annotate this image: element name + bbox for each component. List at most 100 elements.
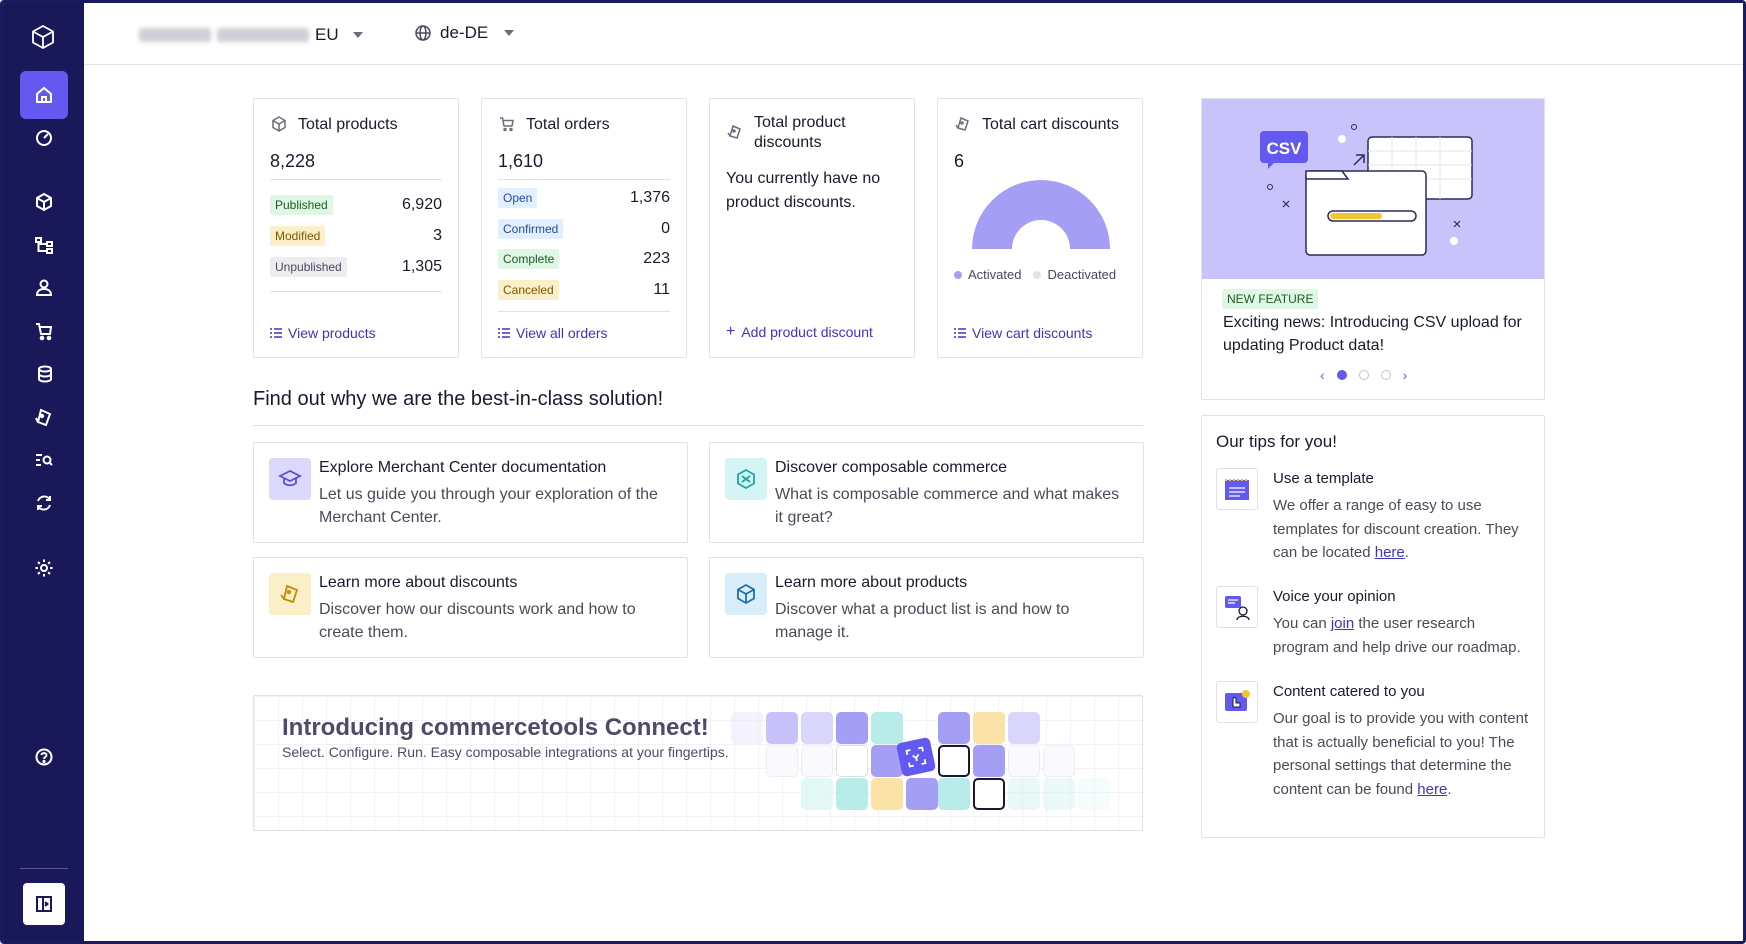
nav-products[interactable]: [20, 178, 68, 226]
gauge-legend: Activated Deactivated: [954, 267, 1116, 282]
personalized-content-icon: [1216, 681, 1258, 723]
carousel-dot-2[interactable]: [1358, 370, 1369, 380]
discount-tag-icon: [269, 573, 311, 615]
project-region: EU: [315, 25, 339, 44]
nav-help[interactable]: [20, 733, 68, 781]
join-research-link[interactable]: join: [1330, 615, 1355, 632]
info-card-discounts[interactable]: Learn more about discounts Discover how …: [253, 557, 688, 658]
view-orders-link[interactable]: View all orders: [498, 325, 608, 341]
activation-gauge: [972, 180, 1110, 249]
stat-row: Open 1,376: [498, 188, 670, 208]
sync-icon: [37, 495, 51, 511]
globe-icon: [415, 25, 431, 41]
nav-categories[interactable]: [20, 221, 68, 269]
info-card-title: Learn more about discounts: [319, 574, 518, 591]
hierarchy-icon: [35, 237, 53, 254]
info-card-products[interactable]: Learn more about products Discover what …: [709, 557, 1144, 658]
composable-logo-icon: [725, 458, 767, 500]
template-here-link[interactable]: here: [1374, 544, 1405, 561]
nav-dashboard[interactable]: [20, 113, 68, 161]
top-bar: EU de-DE: [84, 3, 1743, 65]
info-card-composable[interactable]: Discover composable commerce What is com…: [709, 442, 1144, 543]
cart-discounts-total: 6: [954, 151, 965, 171]
legend-dot-deactivated: [1033, 270, 1042, 279]
chevron-right-icon[interactable]: ›: [1402, 367, 1408, 383]
carousel-dot-3[interactable]: [1380, 370, 1391, 380]
discount-tag-icon: [727, 124, 741, 139]
tip-title: Content catered to you: [1273, 683, 1425, 700]
gear-icon: [35, 559, 53, 577]
promo-carousel[interactable]: CSV NEW FEATURE Exciting news: Introduci…: [1201, 98, 1545, 400]
nav-orders[interactable]: [20, 307, 68, 355]
chevron-left-icon[interactable]: ‹: [1320, 367, 1325, 383]
carousel-dot-1[interactable]: [1336, 370, 1347, 380]
nav-settings[interactable]: [20, 544, 68, 592]
stat-value: 6,920: [401, 196, 442, 213]
nav-home[interactable]: [20, 71, 68, 119]
card-title: Total product discounts: [726, 113, 846, 153]
chevron-down-icon: [504, 30, 515, 36]
carousel-pagination: ‹ ›: [1320, 367, 1407, 383]
list-icon: [954, 328, 966, 338]
tip-title: Voice your opinion: [1273, 588, 1396, 605]
view-cart-discounts-link[interactable]: View cart discounts: [954, 325, 1092, 341]
tips-panel: Our tips for you! Use a template We offe…: [1201, 415, 1545, 838]
no-discounts-text: You currently have no product discounts.: [726, 170, 881, 211]
nav-pricing[interactable]: [20, 350, 68, 398]
csv-upload-illustration: CSV: [1260, 124, 1473, 256]
commercetools-logo-icon[interactable]: [29, 23, 57, 51]
tips-title: Our tips for you!: [1216, 432, 1337, 451]
project-name-redacted: [217, 28, 309, 42]
tip-desc: Our goal is to provide you with content …: [1273, 710, 1529, 798]
view-products-link[interactable]: View products: [270, 325, 376, 341]
nav-search[interactable]: [20, 436, 68, 484]
info-card-documentation[interactable]: Explore Merchant Center documentation Le…: [253, 442, 688, 543]
stat-row: Modified 3: [270, 226, 442, 246]
cube-icon: [725, 573, 767, 615]
chevron-down-icon: [352, 32, 363, 38]
nav-discounts[interactable]: [20, 393, 68, 441]
nav-operations[interactable]: [20, 479, 68, 527]
help-icon: [35, 748, 53, 766]
csv-label: CSV: [1267, 139, 1303, 158]
connect-banner[interactable]: Introducing commercetools Connect! Selec…: [253, 695, 1143, 831]
locale-switcher[interactable]: de-DE: [414, 23, 515, 43]
status-badge: Open: [498, 188, 538, 208]
stat-value: 1,305: [401, 258, 442, 275]
status-badge: Confirmed: [498, 219, 564, 239]
divider: [498, 179, 670, 180]
nav-customers[interactable]: [20, 264, 68, 312]
status-badge: Unpublished: [270, 257, 347, 277]
cube-icon: [36, 192, 52, 212]
status-badge: Published: [270, 195, 333, 215]
divider: [270, 291, 442, 292]
card-title: Total orders: [498, 115, 610, 135]
add-product-discount-link[interactable]: + Add product discount: [726, 323, 873, 340]
info-card-desc: What is composable commerce and what mak…: [775, 486, 1120, 526]
status-badge: Canceled: [498, 280, 559, 300]
stat-row: Unpublished 1,305: [270, 257, 442, 277]
list-search-icon: [36, 454, 53, 466]
connect-title: Introducing commercetools Connect!: [282, 714, 709, 741]
graduation-cap-icon: [269, 458, 311, 500]
list-icon: [270, 328, 282, 338]
panel-toggle-icon: [36, 896, 52, 912]
project-switcher[interactable]: EU: [139, 25, 363, 45]
feedback-icon: [1216, 586, 1258, 628]
divider: [270, 179, 442, 180]
home-icon: [36, 86, 52, 103]
info-card-title: Explore Merchant Center documentation: [319, 459, 607, 476]
stat-value: 0: [661, 220, 670, 237]
promo-text: Exciting news: Introducing CSV upload fo…: [1223, 314, 1522, 354]
settings-here-link[interactable]: here: [1417, 780, 1448, 798]
discount-tag-icon: [955, 116, 969, 131]
section-title: Find out why we are the best-in-class so…: [253, 388, 664, 410]
info-card-desc: Discover how our discounts work and how …: [319, 601, 636, 641]
sidebar-collapse-button[interactable]: [23, 883, 65, 925]
stat-card-cart-discounts: Total cart discounts 6 Activated Deactiv…: [937, 98, 1143, 358]
gauge-activated-arc: [972, 180, 1110, 249]
cart-icon: [500, 117, 514, 132]
section-divider: [253, 425, 1143, 426]
orders-total: 1,610: [498, 151, 544, 171]
